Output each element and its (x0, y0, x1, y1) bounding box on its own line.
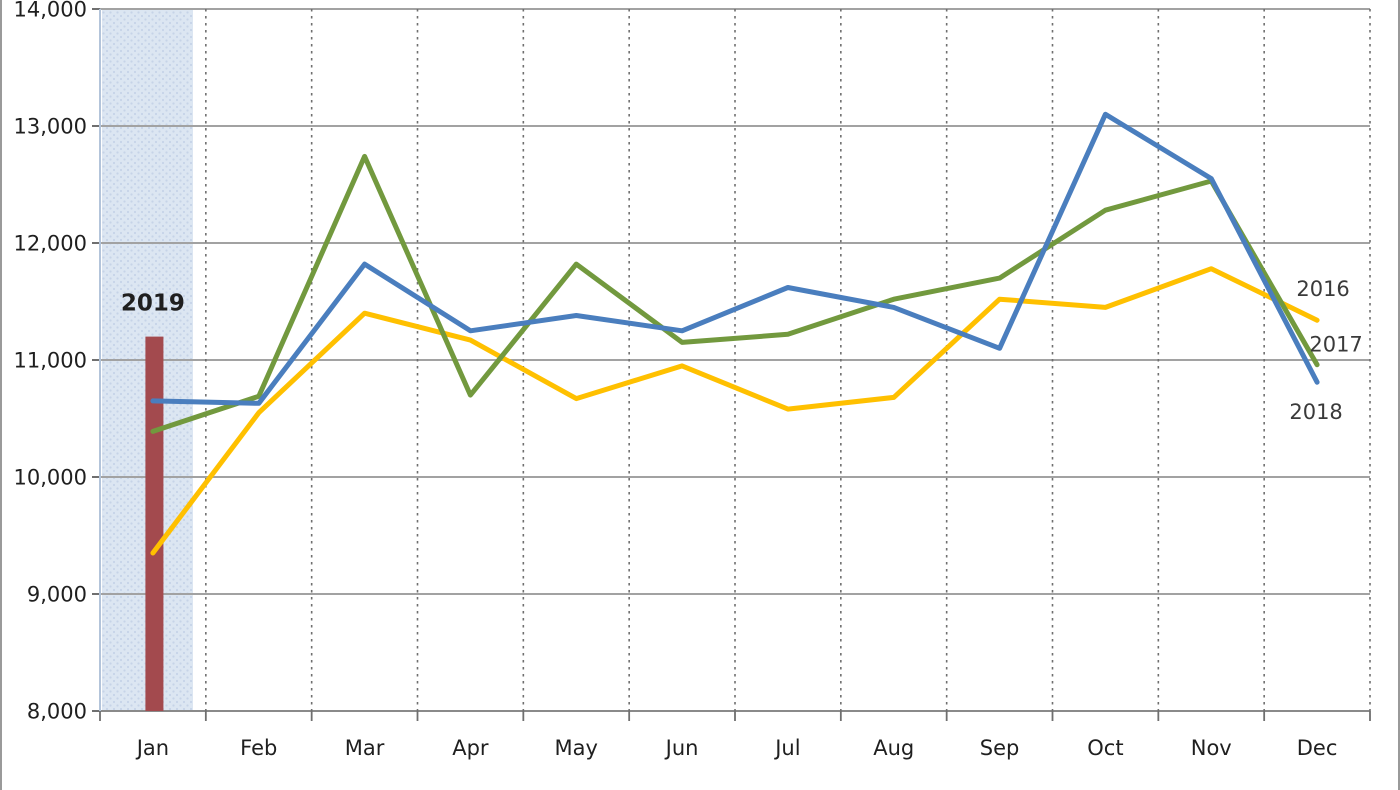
bar-2019 (145, 336, 164, 711)
y-axis: 8,000 9,000 10,000 11,000 12,000 13,000 14,000 (14, 0, 1370, 724)
x-axis-month-label: May (555, 736, 598, 760)
series-line-2018 (150, 111, 1320, 406)
y-axis-tick-label: 13,000 (14, 115, 87, 139)
x-axis-month-label: Dec (1297, 736, 1338, 760)
series-line-2016 (150, 266, 1320, 556)
x-axis-month-label: Feb (240, 736, 277, 760)
y-axis-tick-label: 9,000 (27, 583, 87, 607)
x-axis-month-label: Oct (1087, 736, 1123, 760)
x-axis-month-label: Apr (452, 736, 489, 760)
y-axis-tick-label: 10,000 (14, 466, 87, 490)
x-axis-month-label: Jan (135, 736, 169, 760)
x-axis-month-label: Sep (980, 736, 1020, 760)
bar-label-2019: 2019 (121, 291, 185, 317)
x-axis-month-label: Jul (773, 736, 800, 760)
series-label-2016: 2016 (1296, 277, 1349, 301)
series-lines: 2016 2017 2018 (150, 111, 1363, 556)
x-axis-month-label: Nov (1191, 736, 1232, 760)
series-label-2018: 2018 (1289, 400, 1342, 424)
y-axis-tick-label: 11,000 (14, 349, 87, 373)
y-axis-tick-label: 12,000 (14, 232, 87, 256)
series-label-2017: 2017 (1309, 333, 1362, 357)
x-axis-month-label: Mar (345, 736, 385, 760)
x-axis-month-label: Aug (873, 736, 914, 760)
x-axis-month-label: Jun (664, 736, 699, 760)
y-axis-tick-label: 14,000 (14, 0, 87, 22)
x-axis: Jan Feb Mar Apr May Jun Jul Aug Sep Oct Nov Dec (99, 9, 1371, 760)
y-axis-tick-label: 8,000 (27, 700, 87, 724)
series-line-2017 (150, 153, 1320, 434)
